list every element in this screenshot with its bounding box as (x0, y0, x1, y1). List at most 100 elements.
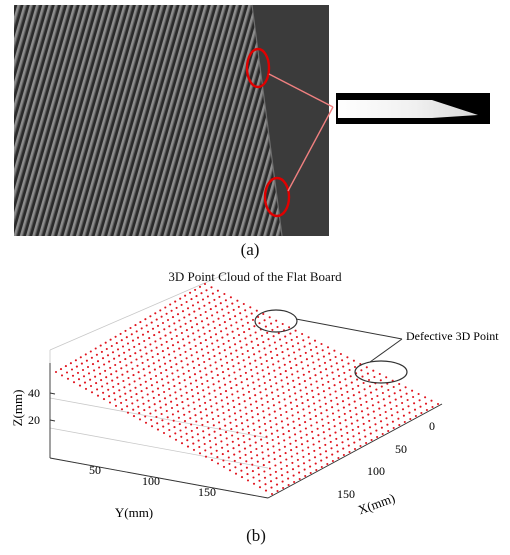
cloud-point (260, 438, 263, 441)
cloud-point (373, 375, 376, 379)
cloud-point (207, 323, 210, 326)
cloud-point (271, 438, 274, 442)
cloud-point (195, 323, 199, 326)
cloud-point (115, 370, 118, 373)
cloud-point (330, 447, 333, 450)
cloud-point (121, 345, 125, 348)
cloud-point (211, 376, 214, 380)
cloud-point (261, 369, 264, 372)
cloud-point (204, 408, 208, 411)
cloud-point (276, 325, 279, 329)
cloud-point (257, 419, 260, 422)
cloud-point (290, 449, 293, 452)
cloud-point (302, 462, 306, 465)
cloud-point (129, 326, 132, 330)
cloud-point (317, 434, 320, 437)
cloud-point (179, 429, 182, 432)
cloud-point (238, 450, 241, 453)
cloud-point (266, 400, 269, 403)
cloud-point (275, 382, 278, 385)
cloud-point (300, 436, 303, 439)
cloud-point (374, 423, 377, 426)
cloud-point (355, 413, 358, 416)
cloud-point (275, 347, 278, 350)
cloud-point (243, 400, 246, 403)
cloud-point (210, 405, 213, 408)
cloud-point (352, 435, 355, 438)
cloud-point (117, 382, 120, 385)
cloud-point (151, 327, 155, 330)
cloud-point (263, 470, 266, 473)
cloud-point (304, 427, 307, 430)
cloud-point (170, 406, 174, 410)
cloud-point (148, 371, 151, 374)
cloud-point (336, 403, 339, 406)
cloud-point (167, 422, 170, 425)
cloud-point (339, 422, 342, 425)
cloud-point (197, 398, 201, 401)
cloud-point (260, 334, 264, 337)
cloud-point (246, 349, 249, 353)
cloud-point (141, 361, 144, 364)
cloud-point (168, 428, 171, 432)
cloud-point (144, 421, 148, 424)
cloud-point (389, 401, 392, 404)
cloud-point (191, 304, 195, 307)
cloud-point (249, 444, 252, 447)
cloud-point (297, 417, 300, 420)
cloud-point (241, 387, 244, 390)
cloud-point (275, 423, 278, 426)
cloud-point (298, 383, 301, 386)
cloud-point (99, 372, 102, 375)
cloud-point (133, 380, 136, 383)
cloud-point (114, 404, 118, 407)
cloud-point (345, 425, 348, 428)
cloud-point (248, 438, 251, 441)
cloud-point (259, 356, 262, 359)
y-axis-label: Y(mm) (115, 505, 153, 520)
cloud-point (346, 431, 349, 434)
cloud-point (279, 373, 282, 376)
cloud-point (116, 348, 120, 351)
cloud-point (217, 345, 220, 348)
cloud-point (216, 408, 219, 411)
figure-panel-b: 3D Point Cloud of the Flat Board (0, 268, 510, 550)
cloud-point (174, 391, 177, 394)
cloud-point (296, 411, 300, 414)
cloud-point (260, 362, 263, 366)
cloud-point (238, 403, 241, 406)
cloud-point (213, 326, 216, 330)
cloud-point (75, 365, 78, 368)
cloud-point (173, 350, 176, 353)
cloud-point (289, 332, 292, 335)
cloud-point (278, 448, 281, 451)
cloud-point (318, 399, 321, 402)
cloud-point (186, 307, 190, 310)
cloud-point (180, 394, 183, 397)
cloud-point (200, 292, 203, 295)
cloud-point (188, 313, 191, 316)
cloud-point (110, 344, 113, 348)
cloud-point (213, 389, 216, 392)
cloud-point (217, 380, 220, 383)
cloud-point (196, 433, 199, 436)
cloud-point (309, 471, 312, 475)
cloud-point (286, 417, 289, 420)
cloud-point (198, 285, 202, 288)
cloud-point (166, 416, 169, 419)
cloud-point (397, 417, 400, 420)
cloud-point (89, 350, 92, 353)
cloud-point (266, 448, 270, 451)
cloud-point (414, 414, 417, 418)
cloud-point (304, 386, 307, 389)
cloud-point (179, 325, 182, 328)
cloud-point (204, 339, 207, 342)
cloud-point (239, 463, 242, 466)
cloud-point (348, 368, 351, 372)
cloud-point (151, 355, 154, 359)
cloud-point (294, 392, 297, 395)
cloud-point (343, 371, 346, 374)
cloud-point (320, 342, 323, 346)
cloud-point (247, 356, 250, 359)
cloud-point (223, 292, 226, 296)
